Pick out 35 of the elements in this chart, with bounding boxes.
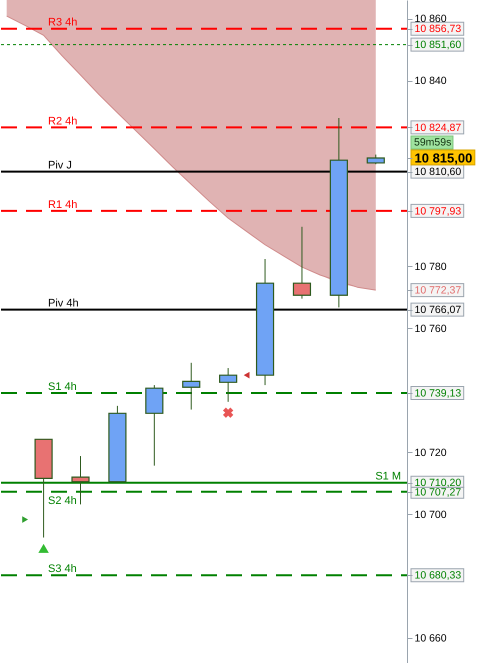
- y-tick-label: 10 810,60: [414, 166, 462, 178]
- y-tick-label: 10 760: [414, 322, 447, 335]
- point: [22, 516, 28, 523]
- y-tick-label: 10 660: [414, 632, 447, 645]
- candlestick: [366, 154, 385, 165]
- y-tick-label: 10 700: [414, 508, 447, 521]
- ref-line-label: S1 M: [375, 470, 401, 483]
- ref-line-label: R2 4h: [48, 115, 78, 128]
- point: [244, 372, 250, 379]
- ref-line-label: R3 4h: [48, 16, 78, 29]
- point: [38, 544, 49, 553]
- ref-line-label: S2 4h: [48, 494, 77, 507]
- y-tick-label: 10 772,37: [414, 284, 462, 297]
- y-tick-label: 10 766,07: [414, 304, 462, 316]
- candlestick: [219, 368, 238, 402]
- ref-line-label: S3 4h: [48, 563, 77, 576]
- y-tick-label: 10 840: [414, 75, 447, 88]
- y-tick-label: 10 824,87: [414, 122, 462, 134]
- y-tick-label: 10 856,73: [414, 23, 462, 36]
- y-tick-label: 10 860: [414, 13, 447, 26]
- y-tick-label: 10 720: [414, 446, 447, 459]
- y-tick-label: 10 739,13: [414, 388, 462, 400]
- ref-line-label: S1 4h: [48, 381, 77, 394]
- ref-line-label: Piv 4h: [48, 298, 79, 310]
- ref-line-label: R1 4h: [48, 198, 78, 211]
- candlestick: [292, 226, 312, 300]
- y-tick-label: 10 680,33: [414, 570, 462, 582]
- y-tick-label: 10 851,60: [414, 39, 462, 52]
- candlestick: [182, 362, 200, 410]
- y-tick-label: 10 797,93: [414, 205, 462, 218]
- text: 59m59s: [414, 136, 452, 149]
- ref-line-label: Piv J: [48, 160, 72, 172]
- point: [222, 407, 234, 418]
- y-tick-label: 10 780: [414, 260, 447, 273]
- y-tick-label: 10 815,00: [414, 150, 472, 166]
